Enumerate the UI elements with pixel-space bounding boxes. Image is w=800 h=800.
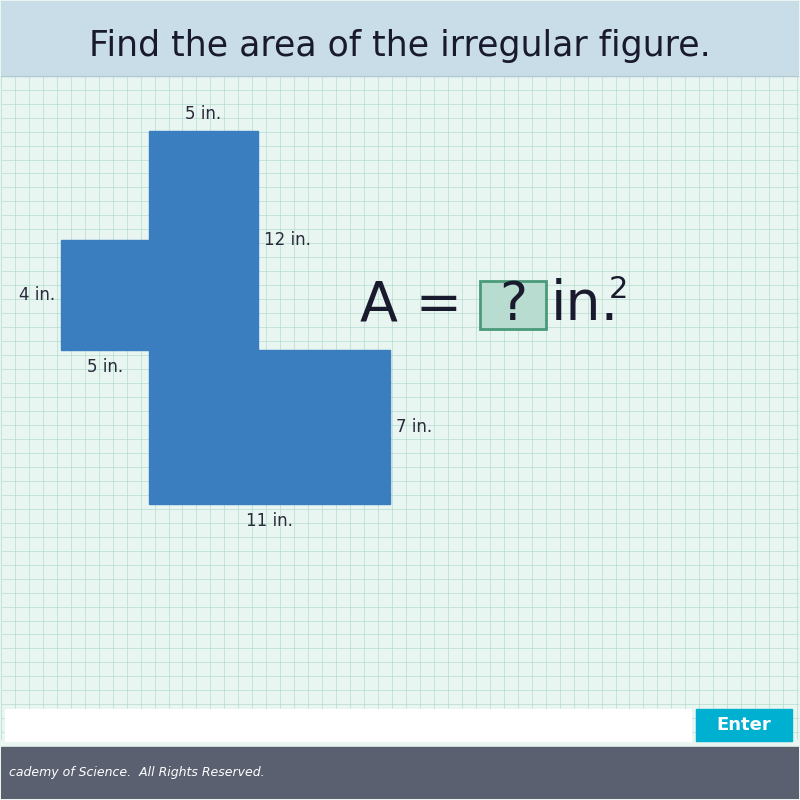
Bar	[1, 1, 799, 76]
Text: 5 in.: 5 in.	[186, 105, 222, 122]
Text: in.: in.	[550, 278, 619, 332]
Text: 11 in.: 11 in.	[246, 512, 293, 530]
Text: 7 in.: 7 in.	[396, 418, 432, 436]
Bar	[1, 76, 799, 739]
Bar	[149, 130, 258, 240]
Bar	[149, 350, 390, 504]
Bar	[696, 710, 792, 742]
Text: Enter: Enter	[717, 716, 772, 734]
Text: 12 in.: 12 in.	[264, 231, 311, 250]
Text: 5 in.: 5 in.	[86, 358, 122, 376]
Text: Find the area of the irregular figure.: Find the area of the irregular figure.	[89, 29, 711, 62]
Text: cademy of Science.  All Rights Reserved.: cademy of Science. All Rights Reserved.	[9, 766, 265, 778]
Text: 4 in.: 4 in.	[18, 286, 54, 304]
Text: 2: 2	[609, 274, 628, 304]
Bar	[1, 747, 799, 799]
Bar	[5, 710, 691, 742]
Text: ?: ?	[498, 279, 526, 331]
Bar	[61, 240, 258, 350]
Text: A =: A =	[360, 278, 480, 332]
FancyBboxPatch shape	[480, 282, 546, 329]
